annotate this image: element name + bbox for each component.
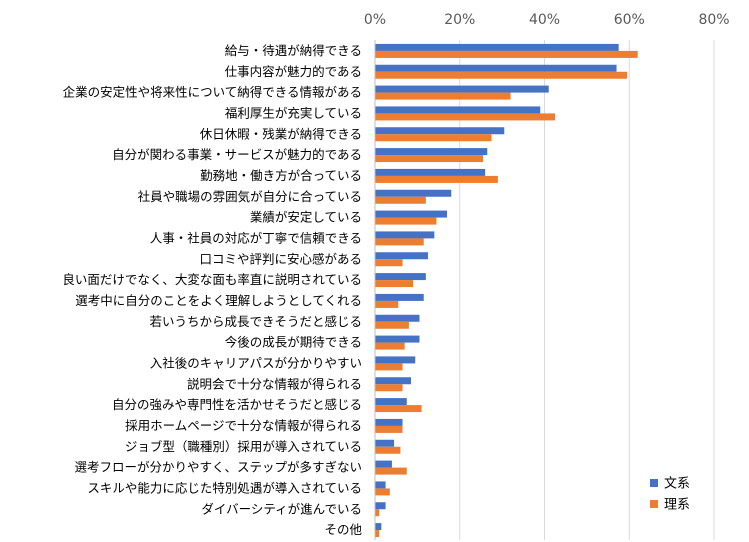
legend-label: 理系: [664, 498, 690, 513]
category-label: 福利厚生が充実している: [225, 105, 362, 120]
bar-bunkei: [375, 418, 403, 426]
bar-bunkei: [375, 481, 386, 489]
bar-rikei: [375, 134, 492, 142]
bar-bunkei: [375, 231, 435, 239]
category-label: 説明会で十分な情報が得られる: [187, 376, 362, 391]
x-tick-label: 60%: [614, 12, 645, 28]
category-label: その他: [324, 522, 362, 537]
bar-bunkei: [375, 398, 407, 406]
bar-rikei: [375, 321, 409, 329]
legend-swatch: [650, 479, 658, 487]
x-tick-label: 0%: [364, 12, 386, 28]
bar-rikei: [375, 155, 484, 163]
bar-rikei: [375, 259, 403, 267]
bar-bunkei: [375, 314, 420, 322]
bar-bunkei: [375, 106, 541, 114]
legend-label: 文系: [664, 477, 690, 492]
category-label: 若いうちから成長できそうだと感じる: [149, 314, 362, 329]
category-label: 選考フローが分かりやすく、ステップが多すぎない: [74, 460, 362, 475]
bar-rikei: [375, 467, 407, 475]
bar-bunkei: [375, 43, 619, 51]
category-label: ダイバーシティが進んでいる: [201, 501, 362, 516]
bar-bunkei: [375, 356, 416, 364]
bar-rikei: [375, 363, 403, 371]
bar-bunkei: [375, 523, 382, 531]
legend-swatch: [650, 500, 658, 508]
bar-rikei: [375, 384, 403, 392]
bar-bunkei: [375, 189, 452, 197]
bar-bunkei: [375, 502, 386, 510]
bar-rikei: [375, 280, 414, 288]
bar-rikei: [375, 217, 437, 225]
bar-rikei: [375, 175, 498, 183]
category-label: 選考中に自分のことをよく理解しようとしてくれる: [75, 293, 362, 308]
category-label: 仕事内容が魅力的である: [225, 64, 362, 79]
bar-rikei: [375, 425, 403, 433]
category-label: スキルや能力に応じた特別処遇が導入されている: [87, 480, 362, 495]
bar-rikei: [375, 71, 628, 79]
bar-rikei: [375, 405, 422, 413]
bar-rikei: [375, 342, 405, 350]
bar-rikei: [375, 92, 511, 100]
category-label: 口コミや評判に安心感がある: [199, 251, 362, 266]
bar-bunkei: [375, 439, 395, 447]
category-label: 自分の強みや専門性を活かせそうだと感じる: [112, 397, 362, 412]
bar-rikei: [375, 196, 426, 204]
bar-bunkei: [375, 335, 420, 343]
bar-rikei: [375, 238, 424, 246]
bar-rikei: [375, 488, 390, 496]
bar-bunkei: [375, 210, 448, 218]
category-label: 給与・待遇が納得できる: [225, 43, 362, 58]
bar-bunkei: [375, 460, 392, 468]
bar-bunkei: [375, 148, 488, 156]
category-label: ジョブ型（職種別）採用が導入されている: [125, 439, 362, 454]
bar-bunkei: [375, 252, 428, 260]
category-label: 社員や職場の雰囲気が自分に合っている: [138, 189, 362, 204]
bar-rikei: [375, 530, 380, 538]
bar-bunkei: [375, 273, 426, 281]
category-label: 自分が関わる事業・サービスが魅力的である: [112, 147, 362, 162]
bar-bunkei: [375, 377, 412, 385]
bar-bunkei: [375, 127, 505, 135]
category-label: 企業の安定性や将来性について納得できる情報がある: [63, 85, 362, 100]
category-label: 採用ホームページで十分な情報が得られる: [125, 418, 362, 433]
bar-bunkei: [375, 293, 424, 301]
bar-rikei: [375, 300, 399, 308]
bar-layer: [375, 43, 638, 538]
category-label: 今後の成長が期待できる: [225, 335, 362, 350]
category-label: 業績が安定している: [250, 210, 362, 225]
bar-rikei: [375, 50, 638, 58]
bar-rikei: [375, 446, 401, 454]
x-tick-label: 20%: [444, 12, 475, 28]
bar-bunkei: [375, 85, 549, 93]
axis-layer: 0% 20% 40% 60% 80% 給与・待遇が納得できる仕事内容が魅力的である企業の安…: [62, 12, 730, 540]
category-label: 人事・社員の対応が丁寧で信頼できる: [150, 230, 362, 245]
bar-rikei: [375, 113, 556, 121]
x-tick-label: 80%: [698, 12, 729, 28]
category-label: 勤務地・働き方が合っている: [200, 168, 362, 183]
category-label: 入社後のキャリアパスが分かりやすい: [150, 355, 362, 370]
category-label: 休日休暇・残業が納得できる: [200, 126, 362, 141]
x-tick-label: 40%: [529, 12, 560, 28]
category-label: 良い面だけでなく、大変な面も率直に説明されている: [62, 272, 362, 287]
bar-bunkei: [375, 64, 617, 72]
bar-bunkei: [375, 168, 486, 176]
bar-rikei: [375, 509, 380, 517]
